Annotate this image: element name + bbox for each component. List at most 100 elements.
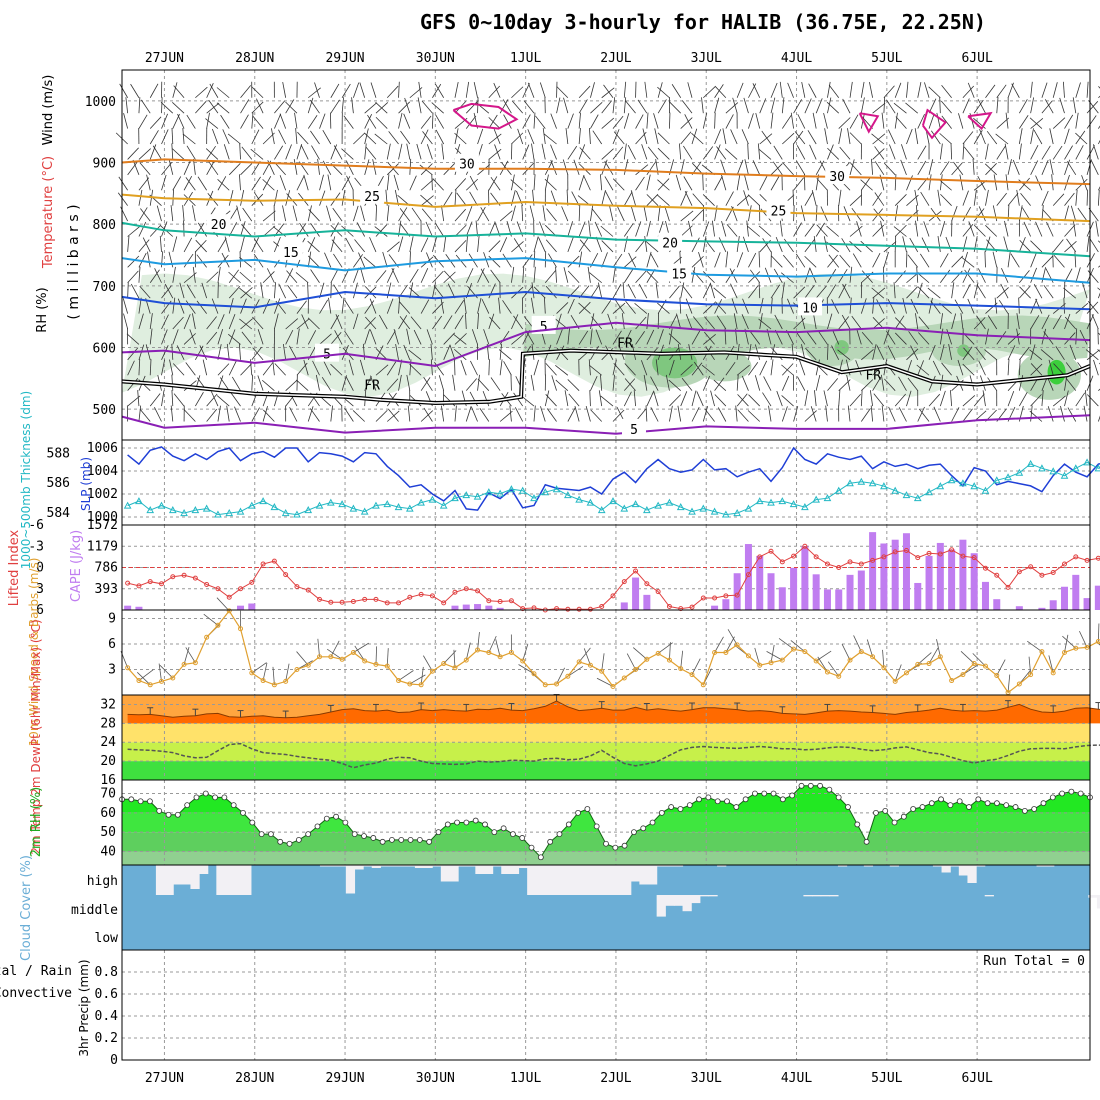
cloud-bar-high — [155, 865, 166, 895]
wind-barb — [827, 284, 837, 299]
wind-barb — [544, 270, 556, 284]
chart-title: GFS 0~10day 3-hourly for HALIB (36.75E, … — [420, 10, 986, 34]
wind-barb — [893, 282, 896, 299]
wind-barb — [816, 178, 828, 191]
wind-barb — [480, 268, 490, 283]
wind-barb — [1091, 314, 1099, 330]
li-point — [892, 549, 898, 555]
wind-barb — [127, 255, 140, 268]
wind-barb — [434, 361, 445, 376]
wind-barb — [613, 131, 625, 145]
wind10m-point — [723, 650, 729, 655]
wind-barb — [463, 297, 467, 314]
wind-barb — [688, 220, 693, 237]
cloud-bar-high — [673, 865, 684, 867]
thickness-point — [801, 503, 809, 511]
wind-barb — [928, 113, 935, 129]
isotherm-label-bg — [658, 232, 683, 251]
thickness-point — [902, 491, 911, 499]
wind-barb — [262, 179, 275, 191]
cape-bar — [801, 546, 809, 610]
wind10m-point — [937, 654, 943, 660]
wind-barb — [1007, 192, 1019, 206]
wind10m-barb — [137, 671, 151, 686]
wind-barb — [527, 129, 535, 145]
wind-barb — [307, 330, 317, 345]
wind-barb — [716, 146, 727, 160]
wind-barb — [454, 333, 467, 345]
cloud-bar-high — [501, 865, 511, 874]
thickness-point — [959, 479, 967, 487]
wind-barb — [733, 313, 738, 330]
wind-barb — [968, 221, 975, 237]
wind-barb — [741, 314, 749, 330]
wind-barb — [345, 376, 354, 391]
wind-barb — [420, 194, 433, 206]
wind-barb — [296, 328, 300, 345]
li-point — [508, 598, 514, 604]
isotherm-label-bg — [278, 241, 303, 260]
wind-barb — [737, 394, 749, 407]
wind-barb — [842, 98, 851, 114]
wind-barb — [984, 163, 998, 176]
wind-barb — [681, 377, 693, 391]
wind-barb — [555, 266, 557, 283]
wind-barb — [239, 143, 241, 160]
wind-barb — [126, 333, 140, 345]
wind-barb — [881, 112, 885, 129]
rh-point — [807, 782, 814, 789]
rh-point — [854, 821, 861, 828]
wind-barb — [344, 299, 354, 314]
wind-barb — [776, 390, 783, 407]
rh-point — [779, 796, 786, 803]
thickness-point — [484, 488, 493, 496]
wind-barb — [285, 329, 294, 345]
wind-barb — [962, 395, 976, 407]
wind-barb — [285, 144, 292, 160]
wind-barb — [909, 237, 919, 253]
date-tick-top: 4JUL — [781, 51, 812, 66]
wind-barb — [894, 224, 907, 237]
cloud-tick: middle — [71, 903, 118, 918]
wind-barb — [307, 317, 320, 330]
wind10m-barb — [354, 645, 366, 662]
cape-bar — [1072, 574, 1080, 610]
wind-barb — [403, 344, 411, 360]
wind-barb — [434, 222, 445, 237]
wind-barb — [323, 360, 332, 376]
wind-barb — [293, 159, 298, 175]
wind-barb — [192, 313, 196, 330]
wind10m-barb — [251, 662, 267, 674]
wind10m-point — [362, 658, 368, 664]
cape-bar — [767, 573, 775, 610]
thickness-point — [202, 504, 211, 512]
wind-barb — [195, 392, 204, 407]
wind-barb — [962, 268, 971, 283]
rh-point — [603, 840, 609, 847]
rh-point — [361, 833, 367, 839]
wind-barb — [718, 237, 727, 253]
wind-barb — [906, 286, 918, 299]
wind-barb — [1012, 159, 1020, 175]
rh-point — [621, 842, 628, 849]
wind-barb — [465, 221, 473, 237]
wind-barb — [682, 285, 693, 299]
wind-barb — [1016, 313, 1020, 330]
thickness-point — [1049, 467, 1058, 475]
cloud-bar-high — [950, 865, 960, 867]
wind-barb — [779, 220, 783, 237]
cape-bar — [451, 605, 459, 610]
wind-barb — [916, 266, 919, 283]
wind-barb — [555, 379, 569, 391]
cloud-bar-high — [449, 865, 459, 882]
wind-barb — [1007, 345, 1016, 361]
wind-barb — [939, 313, 943, 330]
li-point — [215, 586, 221, 592]
wind-barb — [624, 256, 637, 268]
wind-barb — [527, 82, 535, 98]
wind-barb — [1010, 253, 1020, 268]
pressure-tick: 500 — [93, 403, 116, 418]
wind-barb — [847, 405, 851, 422]
wind10m-point — [915, 661, 921, 667]
